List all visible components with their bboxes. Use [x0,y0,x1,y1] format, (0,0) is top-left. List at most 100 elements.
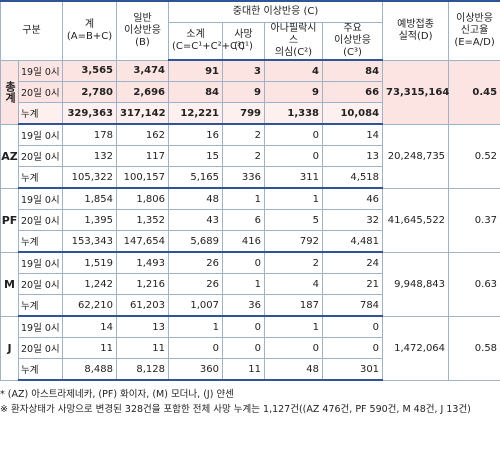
value-cell: 162 [116,123,169,146]
value-cell: 12,221 [168,102,223,125]
value-cell: 62,210 [62,294,117,317]
table-row: 20일 0시 132 117 15 2 0 13 [1,145,500,167]
rate-cell: 0.63 [448,251,500,317]
value-cell: 1,395 [62,209,117,231]
value-cell: 1 [222,187,265,210]
header-cell: 이상반응 신고율 (E=A/D) [448,0,500,61]
value-cell: 8,488 [62,358,117,381]
value-cell: 1,519 [62,251,117,274]
value-cell: 3 [222,59,265,82]
value-cell: 799 [222,102,265,125]
table-row: J 19일 0시 14 13 1 0 1 0 1,472,064 0.58 [0,315,500,381]
value-cell: 105,322 [62,166,117,189]
value-cell: 147,654 [116,230,169,253]
value-cell: 0 [321,315,384,338]
doses-cell: 9,948,843 [382,251,450,317]
value-cell: 26 [168,273,223,295]
header-row: 소계 (C=C¹+C²+C³) 사망 (C¹) 아나필락시스 의심(C²) 주요… [1,22,500,61]
value-cell: 117 [116,145,169,167]
value-cell: 416 [222,230,265,253]
value-cell: 5 [264,209,323,231]
row-label: 19일 0시 [18,59,63,82]
value-cell: 1 [264,315,323,338]
value-cell: 0 [264,145,323,167]
value-cell: 36 [222,294,265,317]
table-header: 구분 계 (A=B+C) 일반 이상반응 (B) 중대한 이상반응 (C) 예방… [0,0,500,61]
row-label: 누계 [18,294,63,317]
header-cell: 일반 이상반응 (B) [116,0,169,61]
value-cell: 0 [168,337,223,359]
value-cell: 16 [168,123,223,146]
value-cell: 21 [321,273,384,295]
table-row: PF 19일 0시 1,854 1,806 48 1 1 46 41,645,522 0.37 [0,187,500,253]
value-cell: 14 [321,123,384,146]
table-row: 누계 105,322 100,157 5,165 336 311 4,518 [1,166,500,189]
table-body: 총계 19일 0시 3,565 3,474 91 3 4 84 73,315,164 0.45 20… [0,59,500,381]
value-cell: 11 [222,358,265,381]
value-cell: 10,084 [321,102,384,125]
value-cell: 1,854 [62,187,117,210]
value-cell: 4,518 [321,166,384,189]
value-cell: 301 [321,358,384,381]
table-row: 누계 329,363 317,142 12,221 799 1,338 10,084 [1,102,500,125]
doses-cell: 41,645,522 [382,187,450,253]
value-cell: 1,216 [116,273,169,295]
value-cell: 317,142 [116,102,169,125]
value-cell: 2,696 [116,81,169,103]
row-label: 20일 0시 [18,145,63,167]
row-label: 19일 0시 [18,123,63,146]
row-label: 20일 0시 [18,81,63,103]
value-cell: 311 [264,166,323,189]
value-cell: 1,007 [168,294,223,317]
value-cell: 0 [222,251,265,274]
value-cell: 26 [168,251,223,274]
row-label: 누계 [18,166,63,189]
rate-cell: 0.37 [448,187,500,253]
table-row: AZ 19일 0시 178 162 16 2 0 14 20,248,735 0.52 [0,123,500,189]
value-cell: 792 [264,230,323,253]
row-label: 누계 [18,230,63,253]
value-cell: 4 [264,59,323,82]
value-cell: 1 [222,273,265,295]
rate-cell: 0.45 [448,59,500,125]
value-cell: 3,474 [116,59,169,82]
value-cell: 0 [321,337,384,359]
value-cell: 24 [321,251,384,274]
value-cell: 11 [62,337,117,359]
value-cell: 100,157 [116,166,169,189]
value-cell: 784 [321,294,384,317]
adverse-event-table: 구분 계 (A=B+C) 일반 이상반응 (B) 중대한 이상반응 (C) 예방… [0,0,500,381]
value-cell: 1,242 [62,273,117,295]
group-label: 총계 [0,59,19,125]
value-cell: 1 [168,315,223,338]
row-label: 19일 0시 [18,187,63,210]
header-cell: 아나필락시스 의심(C²) [264,22,323,61]
value-cell: 1 [264,187,323,210]
value-cell: 46 [321,187,384,210]
value-cell: 4 [264,273,323,295]
row-label: 20일 0시 [18,209,63,231]
group-label: J [0,315,19,381]
value-cell: 187 [264,294,323,317]
doses-cell: 73,315,164 [382,59,449,125]
rate-cell: 0.58 [448,315,500,381]
value-cell: 1,338 [264,102,323,125]
row-label: 20일 0시 [18,273,63,295]
value-cell: 13 [116,315,169,338]
value-cell: 5,165 [168,166,223,189]
value-cell: 66 [321,81,384,103]
value-cell: 1,806 [116,187,169,210]
header-cell: 계 (A=B+C) [62,0,117,61]
value-cell: 3,565 [62,59,117,82]
value-cell: 14 [62,315,117,338]
value-cell: 61,203 [116,294,169,317]
value-cell: 336 [222,166,265,189]
value-cell: 153,343 [62,230,117,253]
value-cell: 91 [168,59,223,82]
value-cell: 8,128 [116,358,169,381]
group-label: M [0,251,19,317]
value-cell: 9 [222,81,265,103]
rate-cell: 0.52 [448,123,500,189]
value-cell: 13 [321,145,384,167]
